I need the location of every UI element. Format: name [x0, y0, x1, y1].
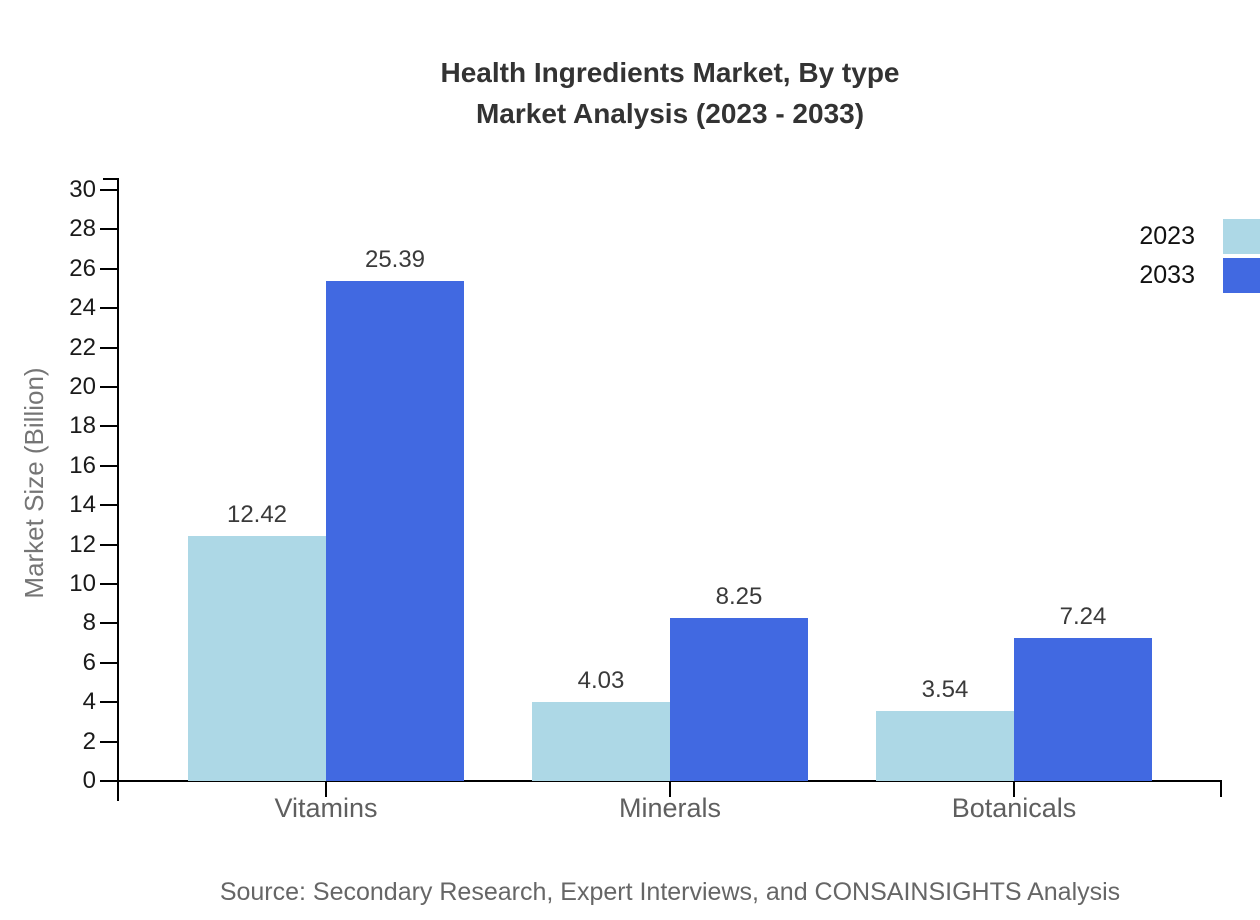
- bar-2033-botanicals: [1014, 638, 1152, 781]
- y-axis-tick: [100, 780, 117, 782]
- x-axis-end-cap: [1220, 780, 1222, 797]
- legend-swatch-icon: [1223, 258, 1260, 293]
- y-axis-tick-label: 24: [69, 294, 96, 322]
- y-axis-tick-label: 14: [69, 491, 96, 519]
- bar-value-label: 25.39: [364, 246, 426, 273]
- y-axis-tick: [100, 346, 117, 349]
- bar-value-label: 8.25: [715, 583, 763, 610]
- y-axis-line: [117, 178, 119, 801]
- y-axis-tick-label: 8: [82, 609, 96, 637]
- x-axis-line: [100, 780, 1222, 782]
- bar-2023-botanicals: [876, 711, 1014, 781]
- bar-2033-vitamins: [326, 281, 464, 781]
- x-axis-category-label: Vitamins: [274, 793, 378, 823]
- legend-item-2033: 2033: [1139, 258, 1260, 293]
- y-axis-tick: [100, 740, 117, 743]
- y-axis-tick: [100, 661, 117, 664]
- y-axis-tick-label: 26: [69, 254, 96, 282]
- y-axis-tick: [100, 189, 117, 191]
- y-axis-tick: [100, 425, 117, 428]
- y-axis-tick-label: 2: [82, 727, 96, 755]
- y-axis-tick-label: 28: [69, 215, 96, 243]
- y-axis-tick: [100, 464, 117, 467]
- legend-label: 2023: [1139, 222, 1195, 250]
- y-axis-tick: [100, 386, 117, 388]
- bar-value-label: 4.03: [577, 667, 625, 694]
- y-axis-tick-label: 4: [82, 688, 96, 716]
- y-axis-tick: [100, 228, 117, 231]
- x-axis-category-label: Botanicals: [951, 793, 1077, 823]
- y-axis-tick-label: 12: [69, 530, 96, 558]
- y-axis-tick-label: 16: [69, 451, 96, 479]
- chart-title-line2: Market Analysis (2023 - 2033): [475, 98, 865, 129]
- legend-item-2023: 2023: [1139, 219, 1260, 254]
- legend-swatch-icon: [1223, 219, 1260, 254]
- x-axis-tick: [1013, 782, 1015, 797]
- bar-2023-vitamins: [188, 536, 326, 781]
- y-axis-tick: [100, 583, 117, 585]
- y-axis-tick: [100, 504, 117, 507]
- x-axis-tick: [325, 782, 327, 797]
- bar-2023-minerals: [532, 702, 670, 781]
- y-axis-tick-label: 10: [69, 570, 96, 597]
- x-axis-tick: [669, 782, 671, 797]
- y-axis-tick-label: 30: [69, 176, 96, 203]
- y-axis-tick: [100, 267, 117, 270]
- x-axis-category-label: Minerals: [618, 793, 722, 823]
- y-axis-end-cap: [103, 178, 118, 180]
- bar-value-label: 12.42: [226, 501, 288, 528]
- bar-2033-minerals: [670, 618, 808, 781]
- source-note: Source: Secondary Research, Expert Inter…: [219, 878, 1121, 906]
- y-axis-tick: [100, 307, 117, 310]
- y-axis-tick: [100, 701, 117, 704]
- chart-title: Health Ingredients Market, By type Marke…: [118, 52, 1222, 134]
- legend-label: 2033: [1139, 261, 1195, 289]
- y-axis-tick-label: 18: [69, 412, 96, 440]
- y-axis-tick-label: 0: [82, 767, 96, 794]
- y-axis-tick-label: 6: [82, 648, 96, 676]
- chart-title-line1: Health Ingredients Market, By type: [440, 57, 900, 88]
- y-axis-tick-label: 20: [69, 373, 96, 400]
- legend: 2023 2033: [1139, 219, 1260, 297]
- bar-value-label: 7.24: [1059, 603, 1107, 630]
- y-axis-tick: [100, 543, 117, 546]
- y-axis-tick-label: 22: [69, 333, 96, 361]
- bar-value-label: 3.54: [921, 676, 969, 703]
- y-axis-tick: [100, 622, 117, 625]
